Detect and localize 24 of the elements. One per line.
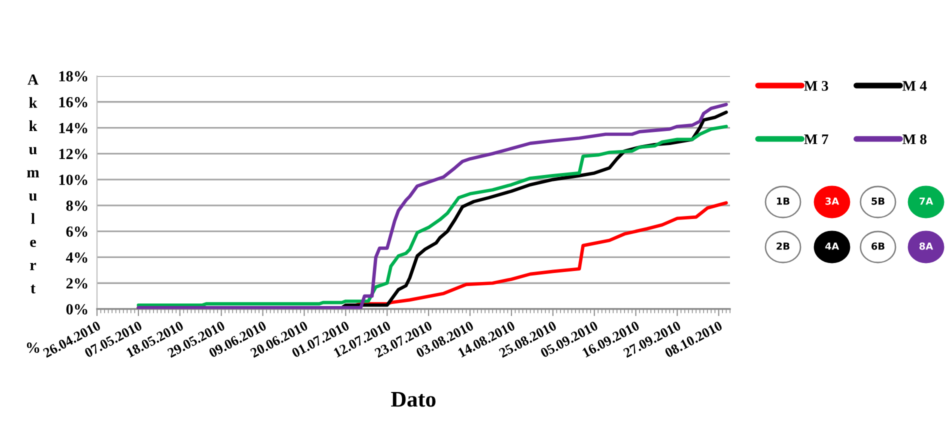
text: Akkumulert % xyxy=(26,74,40,353)
y-tick-label: 4% xyxy=(66,252,88,263)
text: 4A xyxy=(825,242,840,250)
y-tick-label: 14% xyxy=(59,122,88,134)
legend-label: M 7 xyxy=(804,134,828,144)
text: 7A xyxy=(920,198,934,205)
y-tick-label: 16% xyxy=(59,97,88,108)
y-tick-label: 12% xyxy=(59,148,88,160)
legend-label: M 3 xyxy=(804,80,828,91)
y-tick-label: 18% xyxy=(59,71,88,82)
y-tick-label: 8% xyxy=(66,200,88,211)
legend-label: M 8 xyxy=(902,134,926,144)
text: 3A xyxy=(826,197,840,205)
y-tick-label: 0% xyxy=(66,304,88,314)
text: 6B xyxy=(872,242,884,250)
legend-label: M 4 xyxy=(902,81,927,91)
y-tick-label: 2% xyxy=(66,278,88,289)
x-axis-title: Dato xyxy=(391,392,436,407)
text: 2B xyxy=(776,242,790,250)
text: 5B xyxy=(872,198,884,205)
y-tick-label: 6% xyxy=(66,226,88,237)
y-tick-label: 10% xyxy=(59,174,88,186)
text: 1B xyxy=(777,198,790,205)
text: 8A xyxy=(919,242,934,250)
